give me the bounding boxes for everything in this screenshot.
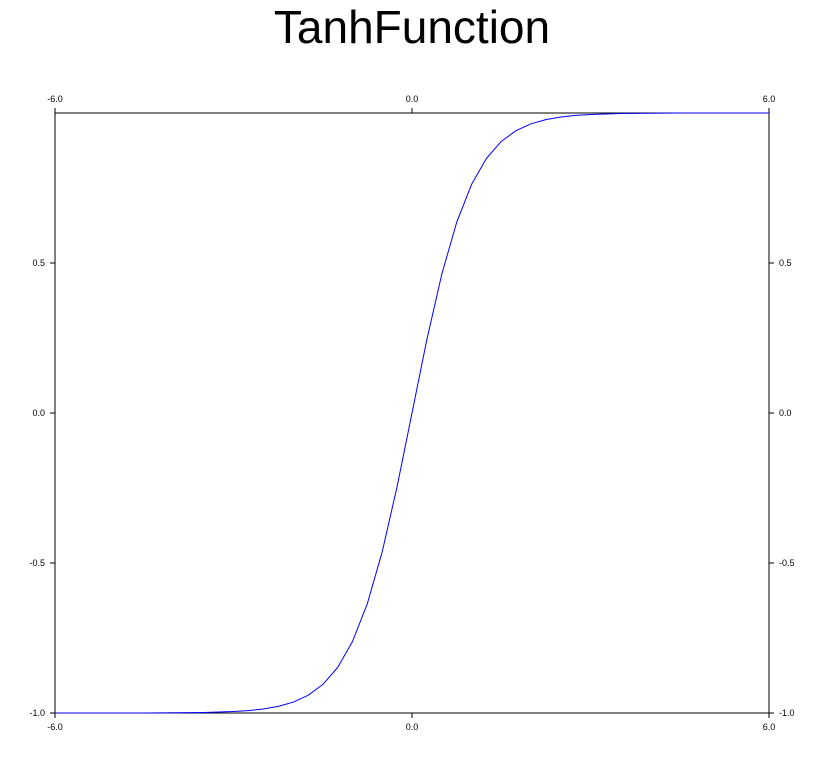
x-tick-label-top: 6.0 [763, 94, 776, 104]
chart-title: TanhFunction [273, 1, 551, 53]
x-tick-label-bottom: -6.0 [47, 722, 63, 732]
y-tick-label-right: -1.0 [779, 708, 795, 718]
x-tick-label-top: -6.0 [47, 94, 63, 104]
series-layer [55, 112, 769, 714]
y-tick-label-right: 0.0 [779, 408, 792, 418]
x-tick-label-top: 0.0 [406, 94, 419, 104]
y-tick-label-left: 0.5 [32, 258, 45, 268]
tick-layer: -6.0-6.00.00.06.06.0-1.0 -1.0-0.5 -0.50.0 0… [29, 94, 794, 732]
y-tick-label-right: -0.5 [779, 558, 795, 568]
y-tick-label-left: 0.0 [32, 408, 45, 418]
y-tick-label-left: -1.0 [29, 708, 45, 718]
tanh-line [55, 112, 769, 714]
x-tick-label-bottom: 6.0 [763, 722, 776, 732]
x-tick-label-bottom: 0.0 [406, 722, 419, 732]
y-tick-label-right: 0.5 [779, 258, 792, 268]
y-tick-label-left: -0.5 [29, 558, 45, 568]
